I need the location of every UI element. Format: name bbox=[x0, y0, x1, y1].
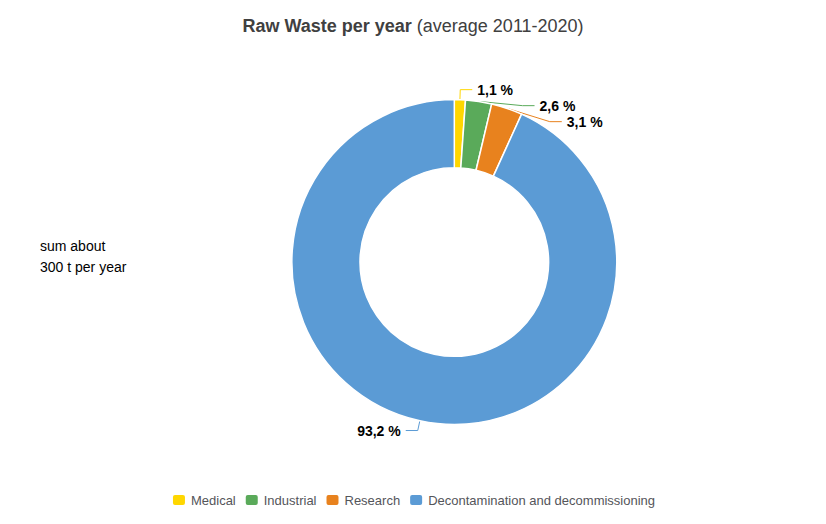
svg-text:(average 2011-2020): (average 2011-2020) bbox=[417, 16, 584, 36]
svg-text:3,1 %: 3,1 % bbox=[567, 114, 603, 130]
svg-text:2,6 %: 2,6 % bbox=[540, 98, 576, 114]
svg-text:300 t per year: 300 t per year bbox=[40, 259, 127, 275]
svg-text:sum about: sum about bbox=[40, 238, 105, 254]
svg-text:Decontamination and decommissi: Decontamination and decommissioning bbox=[428, 493, 655, 508]
svg-text:Research: Research bbox=[345, 493, 401, 508]
svg-text:93,2 %: 93,2 % bbox=[357, 423, 401, 439]
svg-text:Medical: Medical bbox=[191, 493, 236, 508]
svg-text:Industrial: Industrial bbox=[264, 493, 317, 508]
svg-text:Raw Waste per year: Raw Waste per year bbox=[242, 16, 411, 36]
svg-text:1,1 %: 1,1 % bbox=[477, 82, 513, 98]
